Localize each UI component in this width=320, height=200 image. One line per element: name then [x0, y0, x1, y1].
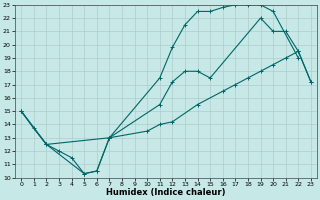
- X-axis label: Humidex (Indice chaleur): Humidex (Indice chaleur): [106, 188, 226, 197]
